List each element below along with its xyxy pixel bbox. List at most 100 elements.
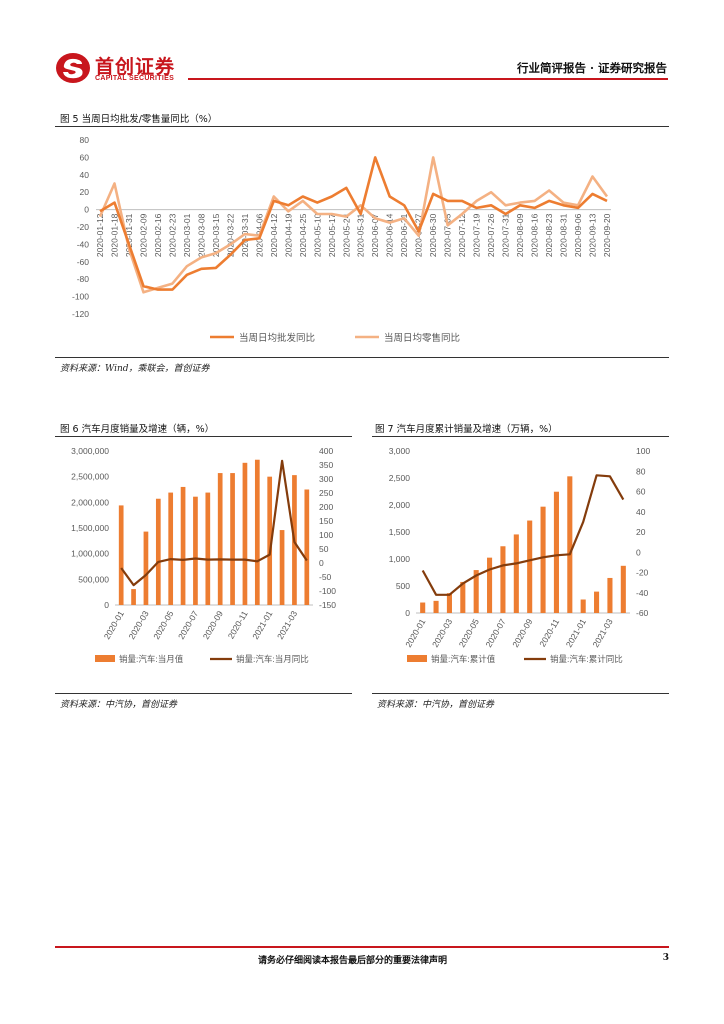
fig5-title-rule bbox=[55, 126, 669, 127]
fig6-chart: 0 500,000 1,000,000 1,500,000 2,000,000 2,500… bbox=[71, 446, 336, 664]
fig6-y2-tick: 300 bbox=[319, 474, 333, 484]
fig5-x-tick: 2020-04-25 bbox=[298, 213, 308, 257]
fig5-x-tick: 2020-03-01 bbox=[182, 213, 192, 257]
fig6-x-tick: 2020-09 bbox=[201, 609, 225, 641]
fig7-bar bbox=[513, 534, 519, 613]
fig6-legend-swatch bbox=[95, 655, 115, 662]
fig7-source-rule bbox=[372, 693, 669, 694]
fig6-bar bbox=[143, 531, 149, 605]
logo-name: 首创证券 bbox=[95, 56, 176, 78]
footer-rule bbox=[55, 946, 669, 948]
fig5-x-tick: 2020-01-18 bbox=[109, 213, 119, 257]
fig7-x-tick: 2020-05 bbox=[457, 617, 481, 649]
fig7-x-tick: 2020-03 bbox=[430, 617, 454, 649]
fig7-y-tick: 500 bbox=[396, 581, 410, 591]
fig6-bar bbox=[155, 498, 161, 605]
fig5-x-tick: 2020-09-13 bbox=[588, 213, 598, 257]
fig5-title: 图 5 当周日均批发/零售量同比（%） bbox=[60, 114, 218, 125]
fig6-series-line bbox=[120, 459, 308, 587]
fig6-bar bbox=[118, 505, 124, 605]
fig6-y2-tick: 150 bbox=[319, 516, 333, 526]
fig6-y2-tick: -150 bbox=[319, 600, 336, 610]
fig6-y2-tick: 400 bbox=[319, 446, 333, 456]
fig5-y-tick: 40 bbox=[80, 170, 90, 180]
fig7-bar bbox=[460, 581, 466, 613]
fig6-x-tick: 2020-07 bbox=[176, 609, 200, 641]
fig5-x-tick: 2020-07-26 bbox=[486, 213, 496, 257]
fig7-y2-tick: 80 bbox=[636, 466, 646, 476]
fig5-x-tick: 2020-02-23 bbox=[167, 213, 177, 257]
fig5-x-tick: 2020-09-20 bbox=[602, 213, 612, 257]
fig7-x-tick: 2020-01 bbox=[403, 617, 427, 649]
fig5-x-tick: 2020-05-10 bbox=[312, 213, 322, 257]
fig5-x-tick: 2020-07-12 bbox=[457, 213, 467, 257]
fig6-legend-label: 销量:汽车:当月同比 bbox=[236, 654, 309, 664]
fig6-y-tick: 500,000 bbox=[78, 574, 109, 584]
fig5-x-tick: 2020-03-15 bbox=[211, 213, 221, 257]
fig7-title-rule bbox=[372, 436, 669, 437]
fig6-bar bbox=[205, 492, 211, 605]
fig5-y-tick: -40 bbox=[77, 239, 90, 249]
fig7-x-tick: 2021-03 bbox=[590, 617, 614, 649]
fig7-bar bbox=[580, 599, 586, 613]
fig5-x-tick: 2020-08-09 bbox=[515, 213, 525, 257]
fig5-y-tick: -100 bbox=[72, 292, 89, 302]
fig5-x-tick: 2020-08-31 bbox=[559, 213, 569, 257]
fig5-x-tick: 2020-05-31 bbox=[356, 213, 366, 257]
fig5-x-tick: 2020-02-16 bbox=[153, 213, 163, 257]
fig5-y-tick: -20 bbox=[77, 222, 90, 232]
fig7-bar bbox=[620, 565, 626, 613]
fig6-source-rule bbox=[55, 693, 352, 694]
fig5-chart: -120 -100 -80 -60 -40 -20 0 20 40 60 80 2020-01-12 2… bbox=[72, 135, 612, 344]
fig6-y-tick: 0 bbox=[104, 600, 109, 610]
fig6-y-tick: 3,000,000 bbox=[71, 446, 109, 456]
fig6-bar bbox=[193, 496, 198, 605]
fig6-bar bbox=[131, 589, 136, 605]
fig7-bar bbox=[553, 491, 559, 613]
fig7-y2-tick: 0 bbox=[636, 547, 641, 557]
fig7-y-tick: 1,000 bbox=[389, 554, 411, 564]
fig5-x-tick: 2020-01-12 bbox=[95, 213, 105, 257]
fig6-bar bbox=[217, 473, 223, 605]
fig6-bar bbox=[242, 462, 248, 605]
fig6-bar bbox=[279, 530, 285, 605]
fig6-y-tick: 2,000,000 bbox=[71, 497, 109, 507]
fig7-bar bbox=[594, 591, 600, 613]
fig7-y2-tick: 20 bbox=[636, 527, 646, 537]
fig5-x-tick: 2020-07-31 bbox=[501, 213, 511, 257]
fig5-x-tick: 2020-05-17 bbox=[327, 213, 337, 257]
fig7-y2-tick: 60 bbox=[636, 487, 646, 497]
fig6-x-tick: 2021-01 bbox=[250, 609, 274, 641]
fig5-series-line bbox=[99, 156, 608, 291]
fig7-y-tick: 0 bbox=[405, 608, 410, 618]
header-rule bbox=[188, 78, 668, 80]
fig5-x-tick: 2020-02-09 bbox=[138, 213, 148, 257]
fig6-title-rule bbox=[55, 436, 352, 437]
fig5-legend-label: 当周日均批发同比 bbox=[239, 332, 315, 344]
fig7-bar bbox=[567, 476, 573, 613]
logo-mark-icon bbox=[56, 53, 90, 83]
fig5-x-tick: 2020-04-19 bbox=[283, 213, 293, 257]
fig6-x-tick: 2020-05 bbox=[151, 609, 175, 641]
fig5-x-tick: 2020-06-21 bbox=[399, 213, 409, 257]
fig5-x-tick: 2020-06-14 bbox=[385, 213, 395, 257]
fig5-y-tick: 60 bbox=[80, 152, 90, 162]
fig7-source: 资料来源：中汽协，首创证券 bbox=[377, 700, 495, 710]
fig7-x-tick: 2020-11 bbox=[537, 617, 561, 649]
fig6-y2-tick: -50 bbox=[319, 572, 332, 582]
fig7-y2-tick: -20 bbox=[636, 568, 649, 578]
fig5-y-tick: -60 bbox=[77, 257, 90, 267]
fig6-bar bbox=[230, 473, 235, 605]
fig5-y-tick: -120 bbox=[72, 309, 89, 319]
fig5-x-tick: 2020-07-05 bbox=[443, 213, 453, 257]
logo-english: CAPITAL SECURITIES bbox=[95, 75, 175, 82]
fig7-bar bbox=[446, 593, 452, 613]
fig7-y2-tick: 40 bbox=[636, 507, 646, 517]
fig6-y-tick: 1,500,000 bbox=[71, 523, 109, 533]
fig7-bar bbox=[500, 546, 506, 613]
fig7-legend-swatch bbox=[407, 655, 427, 662]
page-number: 3 bbox=[662, 953, 669, 963]
fig6-x-tick: 2020-11 bbox=[226, 609, 250, 641]
fig5-x-tick: 2020-08-23 bbox=[544, 213, 554, 257]
fig7-title: 图 7 汽车月度累计销量及增速（万辆，%） bbox=[375, 424, 558, 435]
